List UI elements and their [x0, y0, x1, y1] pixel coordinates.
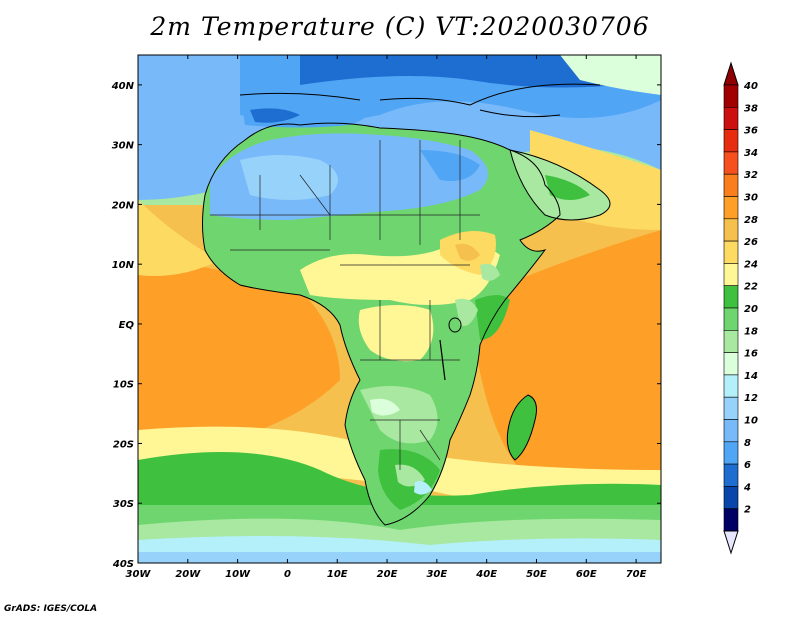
colorbar-label: 10	[744, 416, 758, 427]
lon-tick-label: 50E	[526, 569, 547, 580]
grads-credit: GrADS: IGES/COLA	[4, 604, 98, 614]
colorbar-swatch	[723, 285, 739, 309]
colorbar-swatch	[723, 84, 739, 108]
colorbar-label: 38	[744, 103, 758, 114]
lat-tick-label: 20S	[113, 439, 134, 450]
latitude-axis: 40N 30N 20N 10N EQ 10S 20S 30S 40S	[111, 81, 661, 570]
colorbar-label: 30	[744, 193, 758, 204]
lon-tick-label: 20W	[175, 569, 201, 580]
colorbar-label: 28	[744, 215, 758, 226]
lat-tick-label: 10S	[113, 380, 134, 391]
colorbar-label: 32	[744, 170, 758, 181]
lat-tick-label: 40N	[111, 81, 135, 92]
colorbar-swatch	[723, 263, 739, 286]
lat-tick-label: EQ	[119, 320, 135, 331]
colorbar-label: 36	[744, 126, 758, 137]
colorbar-label: 16	[744, 349, 758, 360]
colorbar-swatch	[723, 352, 739, 376]
lon-tick-label: 0	[284, 569, 291, 580]
colorbar-swatch	[723, 129, 739, 153]
map-field	[138, 55, 661, 563]
lon-tick-label: 70E	[626, 569, 647, 580]
colorbar-swatch	[723, 151, 739, 175]
colorbar-label: 22	[744, 282, 758, 293]
colorbar-label: 4	[743, 482, 751, 493]
colorbar-label: 18	[744, 326, 758, 337]
colorbar-swatch	[723, 307, 739, 331]
lon-tick-label: 10W	[225, 569, 251, 580]
lon-tick-label: 20E	[377, 569, 398, 580]
lon-tick-label: 10E	[327, 569, 348, 580]
map-title: 2m Temperature (C) VT:2020030706	[150, 12, 650, 41]
colorbar-swatch	[723, 374, 739, 398]
colorbar-label: 14	[744, 371, 758, 382]
colorbar-swatch	[723, 329, 739, 353]
colorbar-swatch	[723, 419, 739, 443]
colorbar-label: 8	[744, 438, 751, 449]
longitude-axis: 30W 20W 10W 0 10E 20E 30E 40E 50E 60E 70E	[126, 55, 647, 580]
colorbar-swatch	[723, 218, 739, 242]
colorbar-swatch	[723, 508, 739, 532]
colorbar-label: 20	[744, 304, 758, 315]
lat-tick-label: 30S	[113, 499, 134, 510]
colorbar-swatch	[723, 107, 739, 130]
colorbar-swatch	[723, 240, 739, 264]
lat-tick-label: 10N	[112, 260, 135, 271]
colorbar-top-arrow	[723, 61, 739, 86]
colorbar-swatch	[723, 173, 739, 197]
colorbar-label: 34	[744, 148, 758, 159]
colorbar-label: 2	[744, 505, 751, 516]
lat-tick-label: 30N	[112, 141, 135, 152]
colorbar-label: 6	[744, 460, 751, 471]
colorbar-label: 40	[743, 81, 758, 92]
colorbar-swatch	[723, 441, 739, 465]
colorbar-swatch	[723, 396, 739, 420]
lon-tick-label: 60E	[576, 569, 597, 580]
lat-tick-label: 20N	[112, 200, 135, 211]
colorbar-swatch	[723, 463, 739, 487]
colorbar-label: 24	[744, 259, 758, 270]
lon-tick-label: 40E	[475, 569, 497, 580]
colorbar-label: 26	[744, 237, 758, 248]
colorbar-bottom-arrow	[723, 530, 739, 555]
lon-tick-label: 30E	[426, 569, 447, 580]
colorbar-label: 12	[744, 393, 758, 404]
lat-tick-label: 40S	[112, 559, 134, 570]
lon-tick-label: 30W	[126, 569, 152, 580]
colorbar-swatch	[723, 196, 739, 220]
colorbar: 40 38 36 34 32 30 28 26 24 22 20 18 16 14 12 10 8 6 4 2	[723, 61, 758, 555]
colorbar-swatch	[723, 486, 739, 509]
